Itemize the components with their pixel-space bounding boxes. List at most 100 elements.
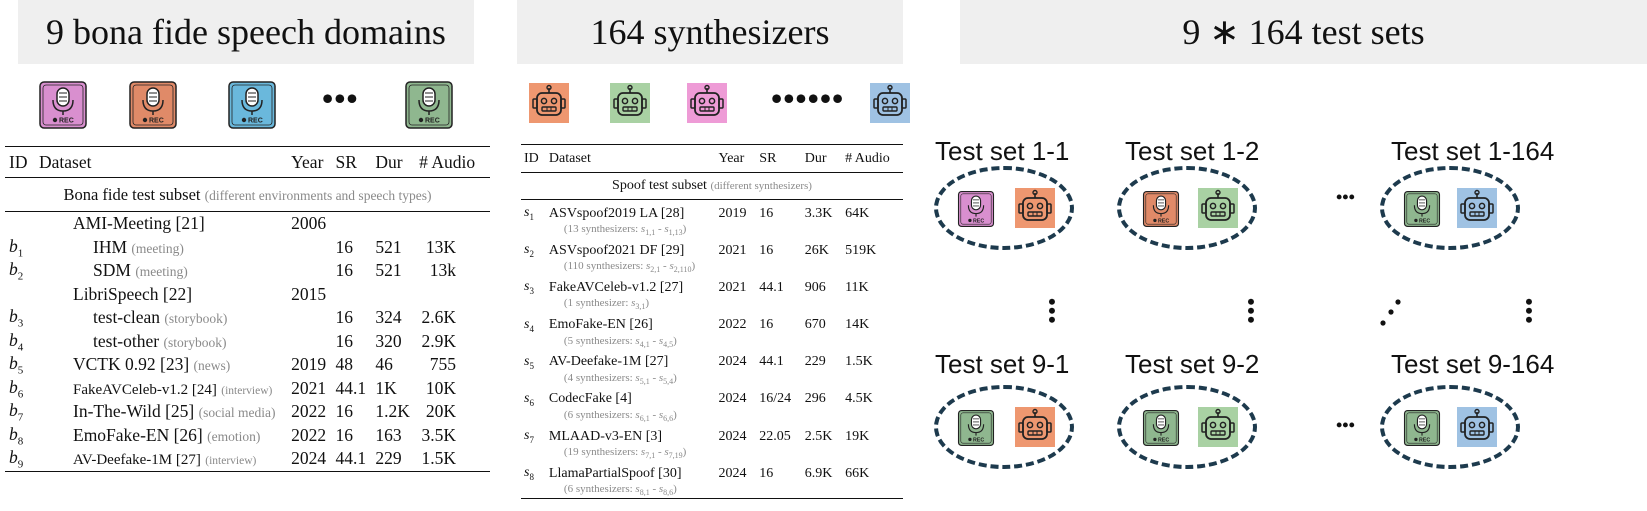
table-row-note: (110 synthesizers: s2,1 - s2,110) xyxy=(521,260,903,274)
row-sr: 44.1 xyxy=(759,279,784,295)
col-audio: # Audio xyxy=(419,151,476,172)
row-audio: 19K xyxy=(845,428,870,444)
microphone-rec-icon: REC xyxy=(226,80,278,135)
robot-icon xyxy=(610,81,650,130)
row-dataset: test-clean (storybook) xyxy=(35,306,287,330)
svg-text:REC: REC xyxy=(1158,218,1169,224)
row-year: 2019 xyxy=(718,205,747,221)
robot-icon xyxy=(1015,407,1055,452)
row-year xyxy=(287,259,331,283)
row-id-letter: b xyxy=(9,306,18,326)
test-set-label: Test set 9-1 xyxy=(935,349,1070,379)
row-dataset: FakeAVCeleb-v1.2 [27] xyxy=(548,279,684,295)
row-year: 2024 xyxy=(718,391,747,407)
robot-icon xyxy=(1198,188,1238,233)
row-id: b1 xyxy=(5,236,35,260)
header-synthesizers-text: 164 synthesizers xyxy=(590,12,830,52)
row-id-sub: 6 xyxy=(17,388,24,400)
row-sr: 16 xyxy=(759,317,774,333)
synthesizer-ellipsis: •••••• xyxy=(771,80,845,116)
table-row: s6 CodecFake [4] 2024 16/24 296 4.5K xyxy=(521,386,903,409)
row-id: b8 xyxy=(5,424,35,448)
dataset-name: test-clean xyxy=(93,307,161,328)
row-id-sub: 9 xyxy=(17,458,24,471)
row-year: 2024 xyxy=(718,428,747,444)
svg-text:REC: REC xyxy=(59,118,74,125)
col-sr: SR xyxy=(759,150,777,166)
row-id-letter: s xyxy=(524,316,530,332)
row-id: b2 xyxy=(5,259,35,283)
dataset-note: (emotion) xyxy=(207,428,261,444)
table-header-row: ID Dataset Year SR Dur # Audio xyxy=(5,146,490,178)
dataset-note: (interview) xyxy=(221,384,273,397)
row-year: 2006 xyxy=(291,213,327,234)
row-dur: 296 xyxy=(804,391,826,407)
table-row: s3 FakeAVCeleb-v1.2 [27] 2021 44.1 906 1… xyxy=(521,274,903,297)
row-id: s5 xyxy=(521,349,546,372)
dataset-note: (social media) xyxy=(198,405,276,421)
row-sr: 16 xyxy=(759,242,774,258)
row-id: b9 xyxy=(5,447,35,471)
microphone-rec-icon: REC xyxy=(956,409,996,452)
svg-text:REC: REC xyxy=(425,118,440,125)
dataset-name: AMI-Meeting [21] xyxy=(73,213,205,234)
synthesizer-range-note: (6 synthesizers: s6,1 - s6,6) xyxy=(563,408,677,424)
row-id: b3 xyxy=(5,306,35,330)
row-sr xyxy=(332,212,372,236)
col-dur: Dur xyxy=(375,151,403,172)
row-year: 2022 xyxy=(718,317,747,333)
col-dataset: Dataset xyxy=(548,150,591,166)
row-dur: 229 xyxy=(375,448,402,469)
svg-text:REC: REC xyxy=(973,437,984,443)
row-dataset: SDM (meeting) xyxy=(35,259,287,283)
row-dur: 46 xyxy=(375,354,393,375)
row-sr: 16 xyxy=(335,307,354,328)
row-dataset: IHM (meeting) xyxy=(35,236,287,260)
row-id-letter: b xyxy=(9,400,18,420)
row-audio: 13k xyxy=(429,260,456,281)
dataset-name: EmoFake-EN [26] xyxy=(73,424,203,445)
table-row: b9 AV-Deefake-1M [27] (interview) 2024 4… xyxy=(5,447,490,471)
row-id-letter: s xyxy=(524,391,530,407)
row-audio: 11K xyxy=(845,279,869,295)
row-id-letter: b xyxy=(9,376,18,397)
row-dur: 6.9K xyxy=(804,465,833,481)
row-audio: 2.6K xyxy=(421,307,456,328)
row-dataset: FakeAVCeleb-v1.2 [24] (interview) xyxy=(35,377,287,401)
dataset-note: (storybook) xyxy=(163,334,227,350)
test-set-ellipse xyxy=(1117,385,1257,469)
row-id-letter: s xyxy=(524,428,530,444)
row-dataset: MLAAD-v3-EN [3] xyxy=(548,428,663,444)
vertical-ellipsis: • • • xyxy=(1048,289,1056,332)
robot-icon xyxy=(687,81,727,130)
row-dur: 3.3K xyxy=(804,205,833,221)
row-id: b7 xyxy=(5,400,35,424)
row-dur: 521 xyxy=(375,260,402,281)
dataset-note: (interview) xyxy=(205,455,257,468)
row-id: s2 xyxy=(521,237,546,260)
svg-text:REC: REC xyxy=(973,218,984,224)
row-dur: 670 xyxy=(804,317,826,333)
col-year: Year xyxy=(291,151,324,172)
row-year: 2022 xyxy=(291,401,327,422)
subset-row: Bona fide test subset (different environ… xyxy=(5,177,490,212)
dataset-name: LibriSpeech [22] xyxy=(73,283,193,304)
table-row-note: (4 synthesizers: s5,1 - s5,4) xyxy=(521,372,903,386)
spoof-table: ID Dataset Year SR Dur # Audio Spoof tes… xyxy=(521,144,903,499)
header-domains-text: 9 bona fide speech domains xyxy=(46,12,446,52)
row-audio: 3.5K xyxy=(421,424,456,445)
row-audio: 20K xyxy=(425,401,456,422)
dataset-note: (meeting) xyxy=(131,240,184,256)
row-year xyxy=(287,236,331,260)
row-dataset: VCTK 0.92 [23] (news) xyxy=(35,353,287,377)
row-year: 2021 xyxy=(291,377,327,398)
row-audio: 13K xyxy=(425,236,456,257)
subset-note: (different synthesizers) xyxy=(710,180,812,192)
row-year: 2024 xyxy=(291,448,327,469)
row-id-letter: b xyxy=(9,423,18,444)
row-id-letter: b xyxy=(9,235,18,256)
row-dur: 229 xyxy=(804,354,826,370)
row-sr: 22.05 xyxy=(759,428,791,444)
row-audio: 14K xyxy=(845,317,870,333)
row-id-sub: 4 xyxy=(529,323,534,334)
